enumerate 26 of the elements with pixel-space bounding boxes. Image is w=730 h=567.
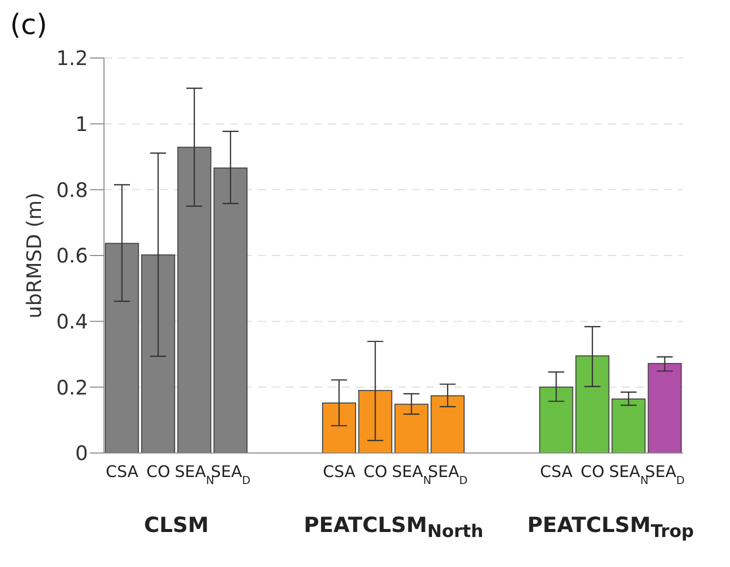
bar [648, 362, 682, 453]
y-tick-label: 1.2 [56, 46, 88, 70]
y-tick-label: 0.4 [56, 309, 88, 334]
y-tick-label: 0 [75, 441, 88, 466]
bar [322, 402, 356, 453]
bar [430, 395, 465, 453]
x-tick-label: CO [364, 462, 388, 481]
x-tick-label: CSA [540, 462, 573, 481]
x-tick-label: CSA [106, 462, 138, 481]
text: PEATCLSM$_{North}$ [304, 513, 484, 542]
bar [394, 404, 428, 453]
bar [612, 398, 646, 453]
bar [575, 355, 610, 453]
chart-title: (c) [10, 8, 48, 41]
x-tick-label: CO [580, 462, 604, 481]
text: CLSM [144, 513, 209, 537]
y-tick-label: 0.2 [56, 375, 88, 400]
text: PEATCLSM$_{Trop}$ [527, 513, 694, 542]
y-axis-title: ubRMSD (m) [22, 192, 46, 319]
x-tick-label: CO [146, 462, 170, 481]
y-tick-label: 0.8 [56, 178, 88, 202]
y-tick-label: 0.6 [56, 244, 88, 268]
bar [358, 390, 392, 453]
bar [539, 386, 574, 453]
x-tick-label: CSA [322, 462, 356, 481]
y-tick-label: 1 [75, 112, 88, 136]
